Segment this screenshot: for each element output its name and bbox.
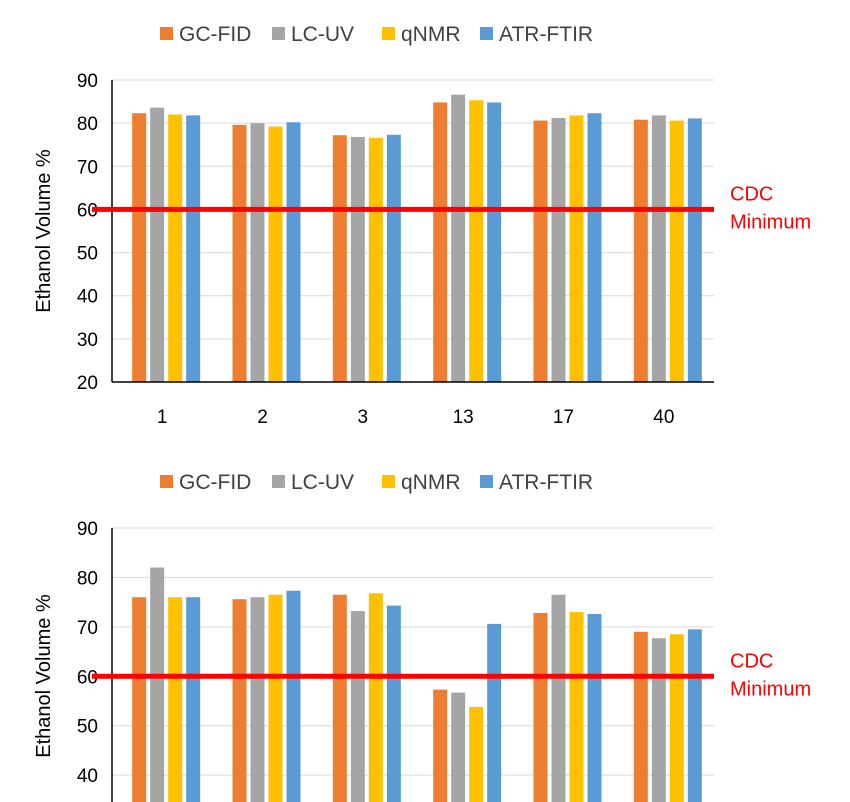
- bar-qnmr: [268, 126, 283, 382]
- bar-lc-uv: [250, 123, 265, 383]
- x-tick-label: 1: [157, 407, 168, 428]
- y-tick-label: 40: [77, 287, 98, 308]
- cdc-minimum-label: CDC: [730, 650, 773, 672]
- bar-gc-fid: [433, 102, 448, 382]
- bar-qnmr: [368, 593, 383, 802]
- bar-lc-uv: [451, 692, 466, 802]
- y-tick-label: 50: [77, 717, 98, 738]
- y-tick-label: 80: [77, 114, 98, 135]
- bar-atr-ftir: [487, 102, 502, 382]
- bar-gc-fid: [433, 689, 448, 802]
- y-tick-label: 80: [77, 568, 98, 589]
- bar-lc-uv: [551, 594, 566, 802]
- bar-gc-fid: [533, 120, 548, 382]
- bar-gc-fid: [633, 631, 648, 802]
- bar-lc-uv: [651, 638, 666, 802]
- bar-gc-fid: [232, 599, 247, 802]
- legend-swatch-qnmr: [382, 475, 395, 488]
- bar-atr-ftir: [687, 629, 702, 802]
- bar-atr-ftir: [286, 590, 301, 802]
- legend-swatch-lc-uv: [272, 27, 285, 40]
- bar-lc-uv: [150, 107, 165, 383]
- bar-qnmr: [669, 120, 684, 382]
- bar-qnmr: [268, 594, 283, 802]
- chart-panel-2: GC-FID LC-UV qNMR ATR-FTIR 40 50 60 70 80 90 CDC Mi…: [33, 471, 811, 802]
- legend-label-qnmr: qNMR: [401, 471, 461, 494]
- bar-qnmr: [469, 706, 484, 802]
- legend-swatch-gc-fid: [160, 475, 173, 488]
- x-tick-label: 2: [257, 407, 268, 428]
- y-tick-label: 60: [77, 200, 98, 221]
- x-tick-label: 17: [553, 407, 574, 428]
- y-tick-label: 20: [77, 373, 98, 394]
- bar-atr-ftir: [186, 115, 201, 383]
- bar-gc-fid: [132, 597, 147, 802]
- bar-qnmr: [669, 634, 684, 802]
- cdc-minimum-label: Minimum: [730, 678, 811, 700]
- legend-label-qnmr: qNMR: [401, 23, 461, 46]
- y-tick-label: 90: [77, 71, 98, 92]
- legend-swatch-atr-ftir: [480, 27, 493, 40]
- bar-atr-ftir: [186, 597, 201, 802]
- bar-atr-ftir: [286, 122, 301, 382]
- bar-lc-uv: [451, 94, 466, 382]
- legend-label-atr-ftir: ATR-FTIR: [499, 23, 593, 46]
- y-tick-label: 70: [77, 618, 98, 639]
- bar-qnmr: [569, 612, 584, 802]
- bar-gc-fid: [533, 613, 548, 802]
- bar-gc-fid: [633, 119, 648, 382]
- bar-atr-ftir: [587, 113, 602, 382]
- bar-gc-fid: [332, 135, 347, 382]
- legend-swatch-atr-ftir: [480, 475, 493, 488]
- legend-label-atr-ftir: ATR-FTIR: [499, 471, 593, 494]
- bar-qnmr: [469, 100, 484, 382]
- bar-gc-fid: [332, 594, 347, 802]
- cdc-minimum-label: Minimum: [730, 211, 811, 233]
- y-axis-title: Ethanol Volume %: [33, 149, 55, 313]
- bar-lc-uv: [350, 136, 365, 382]
- x-tick-label: 3: [358, 407, 369, 428]
- bar-lc-uv: [551, 117, 566, 383]
- bar-qnmr: [569, 115, 584, 383]
- y-axis-title: Ethanol Volume %: [33, 594, 55, 758]
- y-tick-label: 60: [77, 667, 98, 688]
- bar-lc-uv: [250, 597, 265, 802]
- bar-gc-fid: [232, 124, 247, 383]
- x-tick-label: 13: [453, 407, 474, 428]
- bar-qnmr: [368, 137, 383, 382]
- bar-atr-ftir: [386, 134, 401, 382]
- bar-atr-ftir: [687, 118, 702, 382]
- x-tick-label: 40: [653, 407, 674, 428]
- y-tick-label: 70: [77, 157, 98, 178]
- bar-lc-uv: [651, 115, 666, 383]
- y-tick-label: 40: [77, 766, 98, 787]
- bar-lc-uv: [150, 567, 165, 802]
- bar-gc-fid: [132, 113, 147, 382]
- bar-atr-ftir: [587, 614, 602, 802]
- bar-lc-uv: [350, 611, 365, 802]
- bar-atr-ftir: [386, 605, 401, 802]
- legend-swatch-qnmr: [382, 27, 395, 40]
- legend-label-gc-fid: GC-FID: [179, 23, 251, 46]
- y-tick-label: 30: [77, 330, 98, 351]
- cdc-minimum-label: CDC: [730, 183, 773, 205]
- legend-swatch-gc-fid: [160, 27, 173, 40]
- bar-atr-ftir: [487, 623, 502, 802]
- legend-label-gc-fid: GC-FID: [179, 471, 251, 494]
- legend-label-lc-uv: LC-UV: [291, 471, 354, 494]
- y-tick-label: 90: [77, 519, 98, 540]
- bar-qnmr: [168, 597, 183, 802]
- legend-label-lc-uv: LC-UV: [291, 23, 354, 46]
- bar-qnmr: [168, 114, 183, 382]
- legend-swatch-lc-uv: [272, 475, 285, 488]
- chart-panel-1: GC-FID LC-UV qNMR ATR-FTIR 20 30 40 50 60 70 80 90 1…: [33, 23, 811, 428]
- y-tick-label: 50: [77, 244, 98, 265]
